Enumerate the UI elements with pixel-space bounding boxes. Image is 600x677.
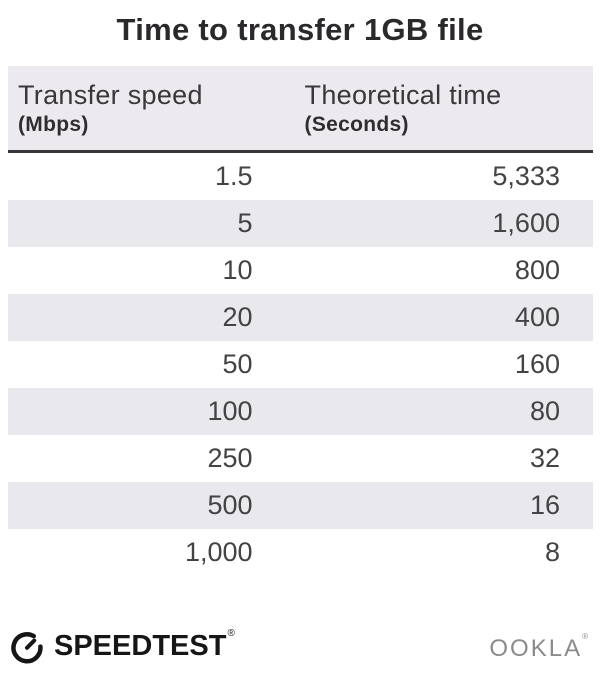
time-cell: 5,333 bbox=[492, 161, 560, 191]
column-header-theoretical-time: Theoretical time (Seconds) bbox=[260, 78, 593, 138]
time-cell: 1,600 bbox=[492, 208, 560, 238]
table-header-row: Transfer speed (Mbps) Theoretical time (… bbox=[8, 66, 593, 153]
table-row: 500 16 bbox=[8, 482, 593, 529]
column-header-label: Transfer speed bbox=[18, 80, 203, 110]
table-row: 1,000 8 bbox=[8, 529, 593, 576]
speed-cell: 5 bbox=[237, 208, 253, 238]
time-cell: 160 bbox=[514, 349, 560, 379]
table-row: 1.5 5,333 bbox=[8, 153, 593, 200]
time-cell: 16 bbox=[529, 490, 560, 520]
speedtest-logo: SPEEDTEST® bbox=[8, 627, 235, 664]
page-title: Time to transfer 1GB file bbox=[116, 12, 484, 47]
column-header-label: Theoretical time bbox=[304, 80, 502, 110]
table-row: 5 1,600 bbox=[8, 200, 593, 247]
ookla-logo: OOKLA® bbox=[489, 632, 590, 662]
time-cell: 400 bbox=[514, 302, 560, 332]
column-header-transfer-speed: Transfer speed (Mbps) bbox=[8, 78, 260, 138]
table-body: 1.5 5,333 5 1,600 10 800 20 400 50 160 100 80 250 32 5… bbox=[8, 153, 593, 576]
speed-cell: 250 bbox=[207, 443, 253, 473]
column-header-unit: (Seconds) bbox=[304, 113, 409, 136]
speed-cell: 500 bbox=[207, 490, 253, 520]
table-row: 10 800 bbox=[8, 247, 593, 294]
column-header-unit: (Mbps) bbox=[18, 113, 89, 136]
registered-trademark-icon: ® bbox=[227, 627, 235, 639]
gauge-icon bbox=[11, 632, 43, 664]
speed-cell: 50 bbox=[222, 349, 253, 379]
time-cell: 800 bbox=[514, 255, 560, 285]
table-row: 250 32 bbox=[8, 435, 593, 482]
speed-cell: 100 bbox=[207, 396, 253, 426]
transfer-time-table: Transfer speed (Mbps) Theoretical time (… bbox=[8, 66, 593, 576]
time-cell: 80 bbox=[529, 396, 560, 426]
table-row: 100 80 bbox=[8, 388, 593, 435]
speedtest-wordmark: SPEEDTEST® bbox=[54, 627, 235, 662]
time-cell: 8 bbox=[544, 537, 560, 567]
time-cell: 32 bbox=[529, 443, 560, 473]
registered-trademark-icon: ® bbox=[582, 632, 590, 641]
table-row: 20 400 bbox=[8, 294, 593, 341]
speed-cell: 20 bbox=[222, 302, 253, 332]
speed-cell: 10 bbox=[222, 255, 253, 285]
table-row: 50 160 bbox=[8, 341, 593, 388]
speed-cell: 1.5 bbox=[215, 161, 253, 191]
speed-cell: 1,000 bbox=[184, 537, 253, 567]
footer: SPEEDTEST® OOKLA® bbox=[0, 624, 600, 670]
